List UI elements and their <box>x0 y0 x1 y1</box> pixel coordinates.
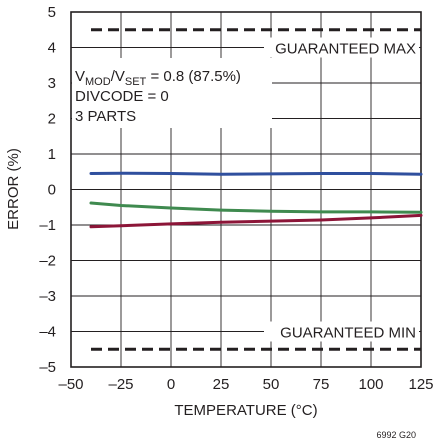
annotation-parts: 3 PARTS <box>75 108 136 125</box>
limit-label: GUARANTEED MAX <box>275 41 416 58</box>
y-tick-label: –2 <box>39 253 56 270</box>
y-tick-labels: 5 4 3 2 1 0 –1 –2 –3 –4 –5 <box>39 4 56 376</box>
series-line <box>89 171 423 176</box>
series-line <box>89 213 423 229</box>
plot-frame <box>70 11 422 368</box>
limit-lines <box>91 28 421 351</box>
y-tick-label: –5 <box>39 359 56 376</box>
x-tick-label: 0 <box>167 376 175 393</box>
y-tick-label: 1 <box>48 146 56 163</box>
annotation-ratio: VMOD/VSET = 0.8 (87.5%) <box>75 68 241 88</box>
annotation-divcode: DIVCODE = 0 <box>75 88 169 105</box>
limit-label: GUARANTEED MIN <box>280 325 416 342</box>
x-tick-label: 125 <box>408 376 433 393</box>
y-tick-label: –3 <box>39 288 56 305</box>
y-axis-label: ERROR (%) <box>5 148 22 230</box>
x-tick-labels: –50 –25 0 25 50 75 100 125 <box>58 376 433 393</box>
x-axis-label: TEMPERATURE (°C) <box>174 402 317 419</box>
limit-labels: GUARANTEED MAX GUARANTEED MIN <box>264 37 419 342</box>
y-tick-label: 5 <box>48 4 56 21</box>
limit-label-bg <box>264 37 419 58</box>
y-tick-label: 3 <box>48 75 56 92</box>
annotation-box <box>72 58 272 128</box>
y-tick-label: 4 <box>48 40 56 57</box>
x-tick-label: 100 <box>358 376 383 393</box>
y-tick-label: 0 <box>48 182 56 199</box>
y-tick-label: –4 <box>39 324 56 341</box>
limit-label-bg <box>264 321 419 342</box>
series-lines <box>89 171 423 229</box>
x-tick-label: 75 <box>313 376 330 393</box>
y-tick-label: –1 <box>39 217 56 234</box>
figure-id: 6992 G20 <box>376 430 416 440</box>
y-tick-label: 2 <box>48 111 56 128</box>
x-tick-label: –50 <box>58 376 83 393</box>
series-line <box>89 201 423 214</box>
x-tick-label: –25 <box>108 376 133 393</box>
x-tick-label: 25 <box>213 376 230 393</box>
x-tick-label: 50 <box>263 376 280 393</box>
